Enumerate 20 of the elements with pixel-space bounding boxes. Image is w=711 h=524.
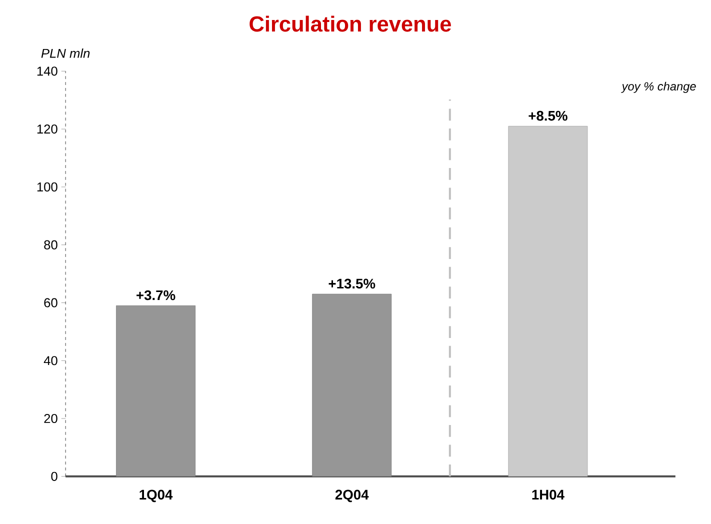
y-tick-label: 20 [44,414,58,424]
x-tick-label: 1H04 [532,490,564,500]
y-tick-label: 80 [44,240,58,250]
annotation: +8.5% [528,110,568,121]
y-axis-title: PLN mln [41,48,90,58]
bar [312,294,392,477]
y-tick-label: 60 [44,298,58,308]
annotation: +13.5% [328,278,376,289]
bar [508,126,588,477]
y-tick-label: 120 [37,124,58,134]
y-tick-label: 40 [44,356,58,366]
x-tick-label: 2Q04 [335,490,369,502]
annotation: yoy % change [621,82,696,93]
y-tick-label: 100 [37,182,58,192]
chart-title: Circulation revenue [250,16,451,32]
y-tick-label: 0 [51,472,58,482]
y-tick-label: 140 [37,66,58,76]
annotation: +3.7% [136,290,176,300]
x-tick-label: 1Q04 [140,490,173,502]
bar [116,306,196,477]
